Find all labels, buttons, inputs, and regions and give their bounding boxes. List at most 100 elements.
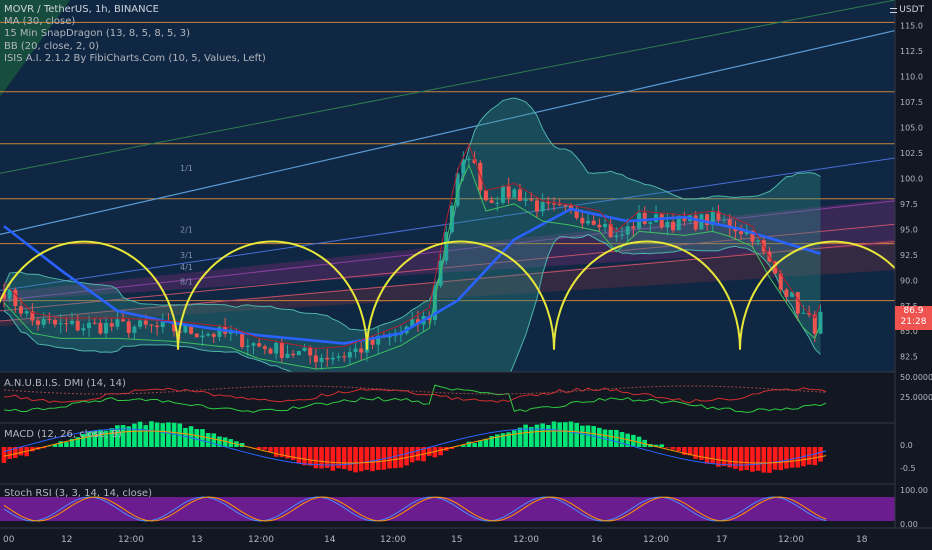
candle-body (705, 214, 710, 226)
macd-bar (716, 447, 721, 467)
symbol-title[interactable]: MOVR / TetherUS, 1h, BINANCE (4, 4, 159, 15)
time-tick-label: 16 (591, 535, 603, 545)
candle-body (534, 200, 539, 212)
candle-body (206, 334, 211, 336)
macd-bar (529, 426, 534, 447)
candle-body (75, 320, 80, 331)
macd-bar (460, 445, 466, 447)
candle-body (608, 224, 613, 238)
candle-body (586, 220, 591, 224)
candle-body (569, 205, 573, 209)
macd-bar (268, 447, 273, 452)
currency-selector[interactable]: USDT (890, 5, 924, 15)
stoch-label[interactable]: Stoch RSI (3, 3, 14, 14, close) (4, 488, 152, 499)
candle-body (211, 334, 216, 337)
macd-bar (290, 447, 296, 460)
time-axis-bg (0, 528, 932, 550)
macd-bar (512, 430, 517, 447)
candle-body (143, 320, 148, 325)
macd-bar (812, 447, 818, 466)
macd-bar (330, 447, 336, 471)
macd-bar (205, 433, 211, 447)
candle-body (716, 211, 721, 220)
cycle-arc (177, 240, 368, 350)
candle-body (149, 324, 154, 326)
macd-bar (324, 447, 330, 468)
price-axis-bg (895, 0, 932, 550)
macd-bar (404, 447, 409, 466)
time-tick-label: 14 (324, 535, 336, 545)
bb-fill (4, 98, 821, 432)
macd-bar (466, 441, 472, 447)
macd-bar (18, 447, 24, 456)
price-tick-label: 95.0 (900, 225, 918, 234)
macd-bar (262, 447, 268, 450)
macd-bar (103, 430, 109, 447)
candle-body (529, 199, 534, 201)
macd-bar (795, 447, 801, 468)
candle-body (733, 228, 738, 232)
candle-body (642, 212, 647, 224)
macd-bar (171, 422, 177, 447)
candle-body (240, 331, 245, 347)
pane-tick-label: 100.00 (900, 486, 928, 495)
currency-label: USDT (899, 5, 924, 15)
macd-bar (109, 428, 115, 447)
time-tick-label: 17 (716, 535, 727, 545)
candle-body (818, 311, 823, 334)
candle-body (489, 200, 494, 203)
time-tick-label: 12:00 (513, 535, 539, 545)
macd-bar (211, 433, 217, 447)
dmi-label[interactable]: A.N.U.B.I.S. DMI (14, 14) (4, 378, 126, 389)
macd-bar (687, 447, 693, 456)
macd-bar (126, 426, 132, 447)
macd-bar (540, 423, 545, 447)
macd-bar (534, 424, 540, 447)
candle-body (546, 202, 551, 204)
stoch-band (0, 497, 895, 521)
macd-bar (1, 447, 7, 463)
macd-bar (767, 447, 772, 473)
ma-line (3, 207, 821, 345)
macd-bar (665, 447, 670, 448)
macd-bar (194, 429, 200, 447)
candle-body (603, 224, 608, 228)
candle-body (81, 328, 86, 331)
indicator-ma[interactable]: MA (30, close) (4, 16, 76, 28)
candle-body (557, 204, 562, 206)
macd-bar (115, 425, 120, 447)
candle-body (676, 215, 681, 231)
candle-body (2, 293, 6, 299)
macd-bar (733, 447, 738, 469)
macd-bar (483, 438, 489, 447)
macd-bar (81, 433, 86, 447)
macd-line (3, 428, 827, 466)
snapdragon-line-1 (3, 163, 821, 370)
candle-body (631, 226, 636, 229)
green-trend-line (0, 0, 896, 174)
indicator-snapdragon[interactable]: 15 Min SnapDragon (13, 8, 5, 8, 5, 3) (4, 28, 191, 40)
macd-bar (143, 425, 149, 447)
fan-label: 8/1 (180, 277, 193, 286)
macd-bar (727, 447, 733, 468)
macd-label[interactable]: MACD (12, 26, close, 9) (4, 429, 122, 440)
price-tick-label: 90.0 (900, 276, 918, 285)
candle-body (104, 323, 109, 334)
indicator-isis[interactable]: ISIS A.I. 2.1.2 By FibiCharts.Com (10, 5… (4, 52, 266, 64)
candle-body (523, 199, 528, 201)
price-tick-label: 92.5 (900, 251, 918, 260)
snapdragon-line-2 (3, 143, 821, 350)
candle-body (245, 345, 250, 347)
macd-bar (86, 432, 92, 447)
indicator-bb[interactable]: BB (20, close, 2, 0) (4, 40, 99, 52)
candle-body (778, 273, 783, 290)
candle-body (279, 342, 284, 358)
stoch-k (3, 496, 827, 522)
macd-bar (693, 447, 699, 459)
time-tick-label: 13 (191, 535, 202, 545)
candle-body (807, 312, 812, 315)
macd-bar (426, 447, 432, 456)
macd-bar (353, 447, 358, 473)
